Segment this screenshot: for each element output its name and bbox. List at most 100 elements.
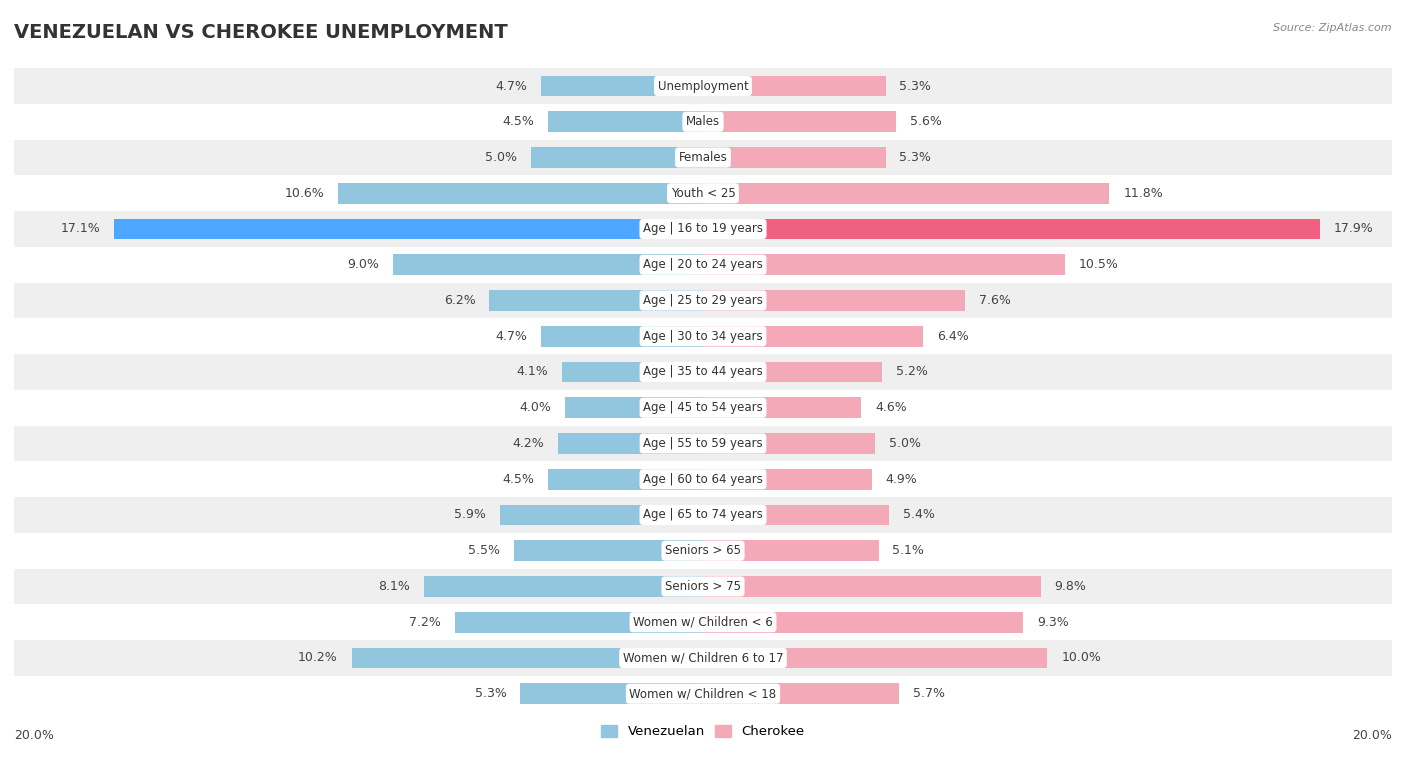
Text: Age | 20 to 24 years: Age | 20 to 24 years — [643, 258, 763, 271]
Text: Females: Females — [679, 151, 727, 164]
Text: 5.5%: 5.5% — [468, 544, 499, 557]
Bar — [425, 576, 703, 597]
Bar — [499, 505, 703, 525]
Bar — [14, 533, 1392, 569]
Text: 6.4%: 6.4% — [938, 330, 969, 343]
Text: 5.4%: 5.4% — [903, 509, 935, 522]
Bar — [352, 647, 703, 668]
Bar — [541, 76, 703, 96]
Text: 5.0%: 5.0% — [485, 151, 517, 164]
Text: 20.0%: 20.0% — [14, 729, 53, 742]
Bar — [703, 647, 1047, 668]
Text: 10.0%: 10.0% — [1062, 652, 1101, 665]
Bar — [14, 425, 1392, 461]
Text: 17.1%: 17.1% — [60, 223, 100, 235]
Bar — [456, 612, 703, 633]
Text: 5.3%: 5.3% — [900, 151, 931, 164]
Bar — [703, 684, 900, 704]
Bar — [14, 640, 1392, 676]
Bar — [531, 147, 703, 168]
Bar — [703, 254, 1064, 275]
Text: Age | 25 to 29 years: Age | 25 to 29 years — [643, 294, 763, 307]
Text: 4.2%: 4.2% — [513, 437, 544, 450]
Bar — [14, 497, 1392, 533]
Text: Age | 30 to 34 years: Age | 30 to 34 years — [643, 330, 763, 343]
Text: 7.6%: 7.6% — [979, 294, 1011, 307]
Bar — [14, 319, 1392, 354]
Bar — [14, 211, 1392, 247]
Bar — [14, 461, 1392, 497]
Legend: Venezuelan, Cherokee: Venezuelan, Cherokee — [596, 720, 810, 743]
Bar — [703, 76, 886, 96]
Text: 5.6%: 5.6% — [910, 115, 942, 128]
Bar — [703, 505, 889, 525]
Text: 7.2%: 7.2% — [409, 615, 441, 629]
Bar — [14, 176, 1392, 211]
Bar — [703, 576, 1040, 597]
Text: 10.2%: 10.2% — [298, 652, 337, 665]
Text: VENEZUELAN VS CHEROKEE UNEMPLOYMENT: VENEZUELAN VS CHEROKEE UNEMPLOYMENT — [14, 23, 508, 42]
Bar — [548, 111, 703, 132]
Bar — [703, 612, 1024, 633]
Bar — [558, 433, 703, 454]
Bar — [14, 282, 1392, 319]
Text: Seniors > 65: Seniors > 65 — [665, 544, 741, 557]
Text: 4.5%: 4.5% — [502, 472, 534, 486]
Text: Males: Males — [686, 115, 720, 128]
Text: Youth < 25: Youth < 25 — [671, 187, 735, 200]
Text: Age | 55 to 59 years: Age | 55 to 59 years — [643, 437, 763, 450]
Text: 4.9%: 4.9% — [886, 472, 917, 486]
Bar — [14, 390, 1392, 425]
Text: 17.9%: 17.9% — [1333, 223, 1374, 235]
Text: 5.3%: 5.3% — [900, 79, 931, 92]
Text: Seniors > 75: Seniors > 75 — [665, 580, 741, 593]
Text: Women w/ Children 6 to 17: Women w/ Children 6 to 17 — [623, 652, 783, 665]
Text: 8.1%: 8.1% — [378, 580, 411, 593]
Bar — [14, 104, 1392, 139]
Text: Age | 45 to 54 years: Age | 45 to 54 years — [643, 401, 763, 414]
Bar — [703, 326, 924, 347]
Text: 6.2%: 6.2% — [444, 294, 475, 307]
Text: 4.7%: 4.7% — [495, 330, 527, 343]
Bar — [703, 397, 862, 418]
Bar — [703, 540, 879, 561]
Bar — [703, 469, 872, 490]
Bar — [392, 254, 703, 275]
Bar — [114, 219, 703, 239]
Text: 5.1%: 5.1% — [893, 544, 924, 557]
Text: 9.3%: 9.3% — [1038, 615, 1069, 629]
Text: Source: ZipAtlas.com: Source: ZipAtlas.com — [1274, 23, 1392, 33]
Text: 4.6%: 4.6% — [875, 401, 907, 414]
Bar — [14, 354, 1392, 390]
Text: 5.7%: 5.7% — [912, 687, 945, 700]
Bar — [14, 676, 1392, 712]
Bar — [703, 183, 1109, 204]
Bar — [565, 397, 703, 418]
Text: Age | 65 to 74 years: Age | 65 to 74 years — [643, 509, 763, 522]
Text: Age | 16 to 19 years: Age | 16 to 19 years — [643, 223, 763, 235]
Bar — [14, 569, 1392, 604]
Bar — [489, 290, 703, 311]
Text: 5.9%: 5.9% — [454, 509, 486, 522]
Bar — [548, 469, 703, 490]
Text: Age | 60 to 64 years: Age | 60 to 64 years — [643, 472, 763, 486]
Text: 5.2%: 5.2% — [896, 366, 928, 378]
Text: 10.5%: 10.5% — [1078, 258, 1118, 271]
Text: 20.0%: 20.0% — [1353, 729, 1392, 742]
Bar — [562, 362, 703, 382]
Bar — [513, 540, 703, 561]
Text: 10.6%: 10.6% — [284, 187, 323, 200]
Text: 9.0%: 9.0% — [347, 258, 380, 271]
Bar — [703, 111, 896, 132]
Bar — [703, 362, 882, 382]
Bar — [520, 684, 703, 704]
Text: 9.8%: 9.8% — [1054, 580, 1087, 593]
Bar — [14, 604, 1392, 640]
Bar — [14, 139, 1392, 176]
Bar — [703, 147, 886, 168]
Text: Unemployment: Unemployment — [658, 79, 748, 92]
Text: 4.7%: 4.7% — [495, 79, 527, 92]
Text: 4.0%: 4.0% — [520, 401, 551, 414]
Text: Women w/ Children < 6: Women w/ Children < 6 — [633, 615, 773, 629]
Bar — [703, 433, 875, 454]
